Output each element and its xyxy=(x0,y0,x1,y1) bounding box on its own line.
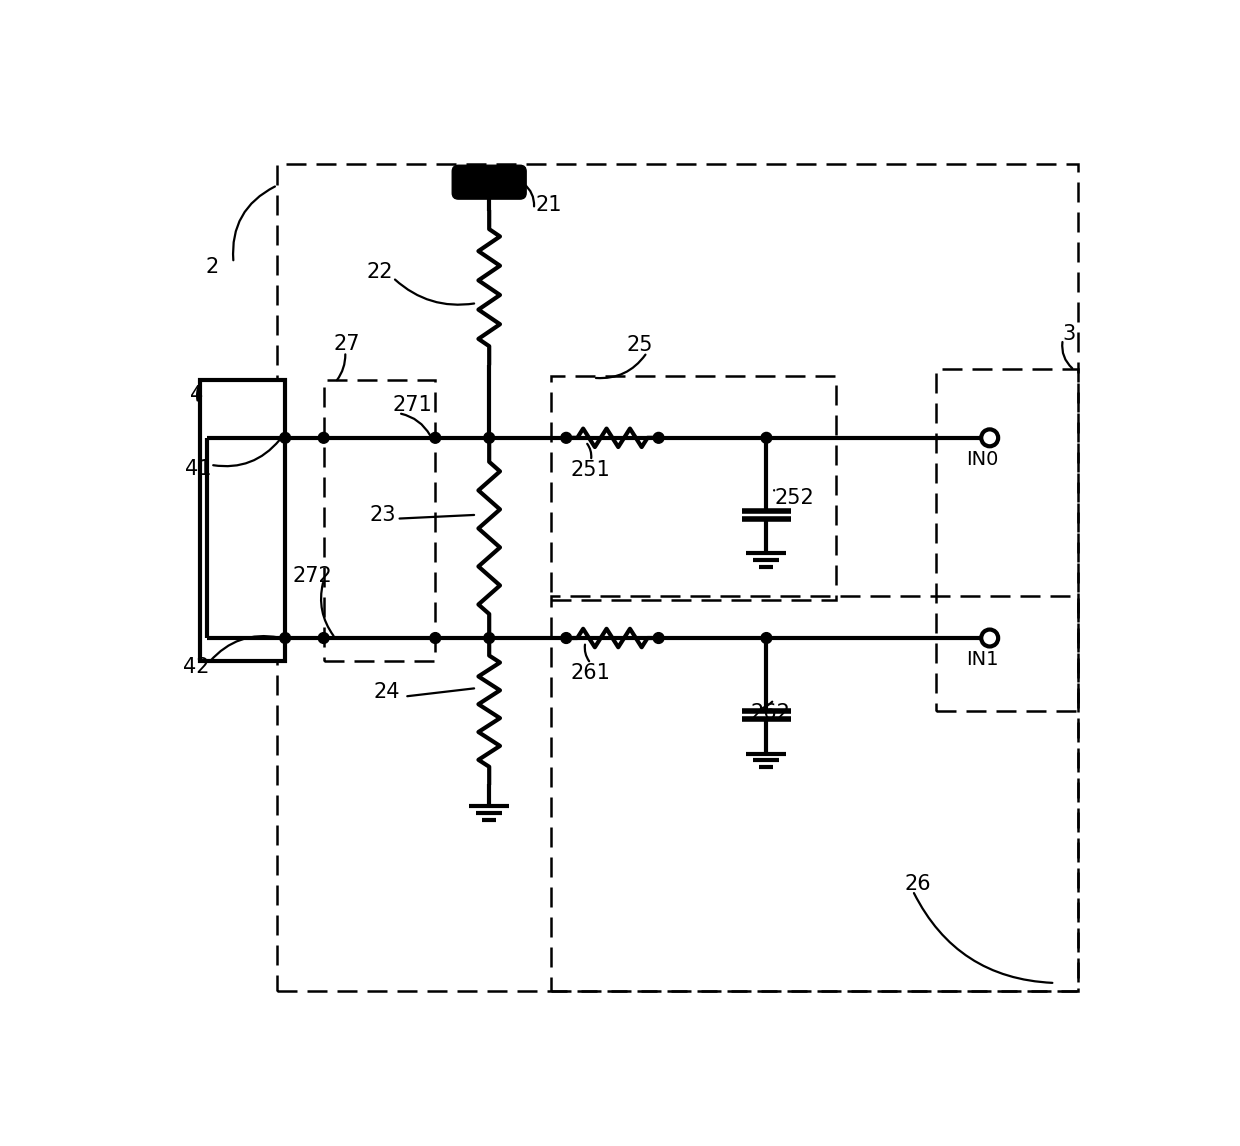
Text: 26: 26 xyxy=(905,874,931,894)
Text: 41: 41 xyxy=(185,458,212,479)
Circle shape xyxy=(761,633,771,643)
Bar xyxy=(551,376,836,599)
Text: 4: 4 xyxy=(191,385,203,406)
Text: 262: 262 xyxy=(751,704,791,723)
Circle shape xyxy=(981,629,998,646)
Circle shape xyxy=(560,633,572,643)
Circle shape xyxy=(319,633,329,643)
Text: 25: 25 xyxy=(626,336,652,355)
Text: 3: 3 xyxy=(1063,324,1076,344)
Circle shape xyxy=(319,432,329,444)
Text: IN0: IN0 xyxy=(966,450,998,469)
FancyBboxPatch shape xyxy=(453,165,526,199)
Text: 272: 272 xyxy=(293,566,332,587)
Circle shape xyxy=(560,432,572,444)
Circle shape xyxy=(280,432,290,444)
Text: 21: 21 xyxy=(536,195,562,215)
Text: 2: 2 xyxy=(206,257,219,277)
Text: 24: 24 xyxy=(373,682,401,701)
Text: 42: 42 xyxy=(182,658,210,677)
Text: 27: 27 xyxy=(334,333,360,354)
Circle shape xyxy=(430,432,440,444)
Text: 251: 251 xyxy=(570,461,610,480)
Text: 261: 261 xyxy=(570,662,610,683)
Circle shape xyxy=(280,633,290,643)
Bar xyxy=(551,596,1079,990)
Bar xyxy=(936,369,1079,712)
Text: IN1: IN1 xyxy=(966,650,998,669)
Circle shape xyxy=(653,633,663,643)
Circle shape xyxy=(981,430,998,446)
Circle shape xyxy=(484,633,495,643)
Circle shape xyxy=(761,432,771,444)
Circle shape xyxy=(484,432,495,444)
Bar xyxy=(324,380,435,661)
Text: 271: 271 xyxy=(393,395,433,416)
Text: 252: 252 xyxy=(774,488,813,508)
Text: 23: 23 xyxy=(370,505,397,525)
Bar xyxy=(278,165,1079,990)
Text: 22: 22 xyxy=(366,262,393,282)
Circle shape xyxy=(653,432,663,444)
Circle shape xyxy=(430,633,440,643)
Bar xyxy=(201,380,285,661)
